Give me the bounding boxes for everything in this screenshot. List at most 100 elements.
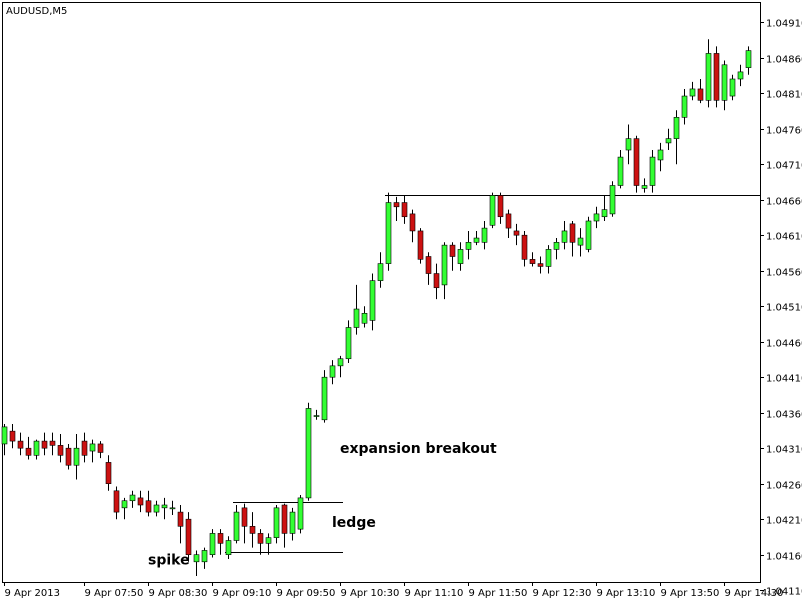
candle xyxy=(257,529,264,555)
candle-body-down xyxy=(81,440,88,456)
y-tick-label: 1.04660 xyxy=(766,197,802,208)
candle-body-down xyxy=(409,213,416,232)
candle xyxy=(169,500,176,515)
candle xyxy=(561,221,568,250)
candle-body-up xyxy=(721,64,728,101)
candle-body-up xyxy=(33,440,40,456)
candle xyxy=(697,79,704,104)
candle-body-up xyxy=(337,358,344,367)
candle xyxy=(441,242,448,300)
candle xyxy=(721,60,728,111)
y-tick-label: 1.04460 xyxy=(766,339,802,350)
candle-body-down xyxy=(513,230,520,236)
candle xyxy=(417,228,424,264)
candle xyxy=(457,242,464,271)
y-tick-label: 1.04710 xyxy=(766,161,802,172)
candle xyxy=(305,402,312,501)
y-tick-label: 1.04360 xyxy=(766,410,802,421)
candle-body-down xyxy=(521,234,528,260)
y-tick-label: 1.04760 xyxy=(766,126,802,137)
candle xyxy=(273,505,280,544)
candle-body-up xyxy=(489,195,496,226)
y-tick-label: 1.04110 xyxy=(766,587,802,598)
candle xyxy=(705,39,712,108)
candle-body-up xyxy=(737,71,744,80)
candle xyxy=(465,230,472,260)
candle xyxy=(361,306,368,328)
plot-frame xyxy=(2,2,761,583)
candle xyxy=(201,547,208,569)
candle-body-up xyxy=(457,249,464,264)
candle-body-up xyxy=(705,53,712,101)
candle-body-down xyxy=(57,445,64,456)
candle-body-up xyxy=(665,138,672,144)
candle xyxy=(737,64,744,87)
candle-body-up xyxy=(193,554,200,563)
candle-body-up xyxy=(585,220,592,250)
x-tick-label: 9 Apr 11:10 xyxy=(405,588,464,599)
candle xyxy=(73,434,80,480)
candle-body-down xyxy=(401,202,408,218)
candle-body-down xyxy=(65,447,72,466)
candle-body-up xyxy=(353,308,360,328)
candle xyxy=(137,490,144,513)
candle-body-down xyxy=(257,533,264,544)
candle xyxy=(265,533,272,555)
candle-body-up xyxy=(273,507,280,538)
candle-body-down xyxy=(497,195,504,218)
candle xyxy=(321,370,328,423)
x-tick-label: 9 Apr 11:50 xyxy=(469,588,528,599)
candle-body-up xyxy=(153,504,160,513)
candle-body-up xyxy=(745,50,752,68)
candle xyxy=(81,432,88,463)
candle-body-down xyxy=(633,138,640,186)
x-tick-label: 9 Apr 13:10 xyxy=(597,588,656,599)
annotation-label: ledge xyxy=(332,515,376,531)
candle xyxy=(745,46,752,75)
candle xyxy=(185,512,192,562)
candle-body-up xyxy=(593,213,600,222)
candle xyxy=(625,124,632,165)
candle-body-down xyxy=(697,88,704,101)
candle xyxy=(409,209,416,243)
candle xyxy=(41,432,48,456)
candle xyxy=(489,192,496,229)
candle-body-down xyxy=(9,430,16,442)
candle-body-down xyxy=(217,533,224,544)
candle xyxy=(449,242,456,271)
candle xyxy=(633,135,640,193)
candle-body-up xyxy=(209,533,216,556)
x-tick-label: 9 Apr 12:30 xyxy=(533,588,592,599)
candle xyxy=(161,497,168,520)
candle-body-up xyxy=(369,280,376,321)
y-tick-label: 1.04510 xyxy=(766,303,802,314)
candle-body-up xyxy=(673,117,680,139)
candle xyxy=(569,221,576,257)
candle-body-up xyxy=(1,426,8,445)
candle-body-up xyxy=(225,540,232,555)
candle xyxy=(585,216,592,253)
candle-body-up xyxy=(649,156,656,186)
candle-body-up xyxy=(689,88,696,97)
candle-body-up xyxy=(233,511,240,541)
candle-body-down xyxy=(177,511,184,527)
candle xyxy=(281,503,288,548)
candle xyxy=(657,142,664,172)
candle xyxy=(505,209,512,239)
candle xyxy=(393,196,400,221)
candle-body-down xyxy=(41,440,48,449)
candle-body-down xyxy=(241,507,248,527)
candle xyxy=(209,529,216,558)
candle-body-up xyxy=(73,447,80,466)
y-tick-label: 1.04560 xyxy=(766,268,802,279)
candle xyxy=(537,256,544,274)
candle xyxy=(121,497,128,520)
y-tick-label: 1.04160 xyxy=(766,552,802,563)
candle xyxy=(513,223,520,246)
candle-body-up xyxy=(473,237,480,243)
y-tick-label: 1.04910 xyxy=(766,19,802,30)
candle-body-up xyxy=(553,242,560,250)
candle-body-down xyxy=(105,462,112,484)
